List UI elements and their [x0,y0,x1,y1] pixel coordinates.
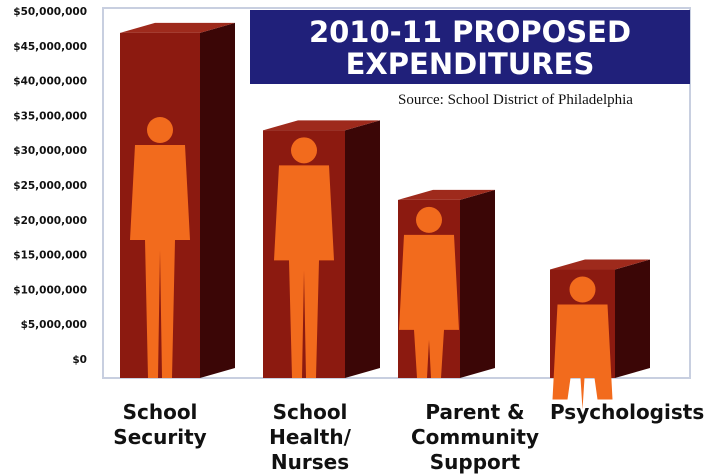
x-tick-label: Psychologists [550,400,705,424]
bar-side [345,120,380,378]
chart-title: 2010-11 PROPOSED EXPENDITURES [250,10,690,84]
y-tick-label: $50,000,000 [13,6,87,18]
bar-side [615,259,650,378]
y-tick-label: $45,000,000 [13,41,87,53]
bar-side [460,189,495,378]
bar-top [263,120,380,131]
y-tick-label: $5,000,000 [21,319,87,331]
x-tick-label: School Security [113,400,207,449]
y-tick-label: $25,000,000 [13,180,87,192]
silhouette-head [291,137,317,164]
plot-frame [102,7,691,379]
y-tick-label: $35,000,000 [13,110,87,122]
silhouette-body [552,304,613,410]
y-tick-label: $15,000,000 [13,250,87,262]
source-note: Source: School District of Philadelphia [398,92,633,108]
bar-top [120,22,235,33]
silhouette-body [274,165,334,378]
y-tick-label: $0 [72,354,87,366]
bar-top [398,189,495,200]
y-tick-label: $30,000,000 [13,145,87,157]
silhouette-body [130,145,190,378]
y-tick-label: $20,000,000 [13,215,87,227]
bar-top [550,259,650,270]
y-tick-label: $40,000,000 [13,76,87,88]
y-tick-label: $10,000,000 [13,284,87,296]
x-tick-label: Parent & Community Support [410,400,540,474]
silhouette-body [399,234,459,378]
silhouette-head [569,276,596,303]
bar-side [200,22,235,378]
x-tick-label: School Health/ Nurses [269,400,351,474]
silhouette-head [416,206,442,233]
silhouette-head [147,117,173,143]
